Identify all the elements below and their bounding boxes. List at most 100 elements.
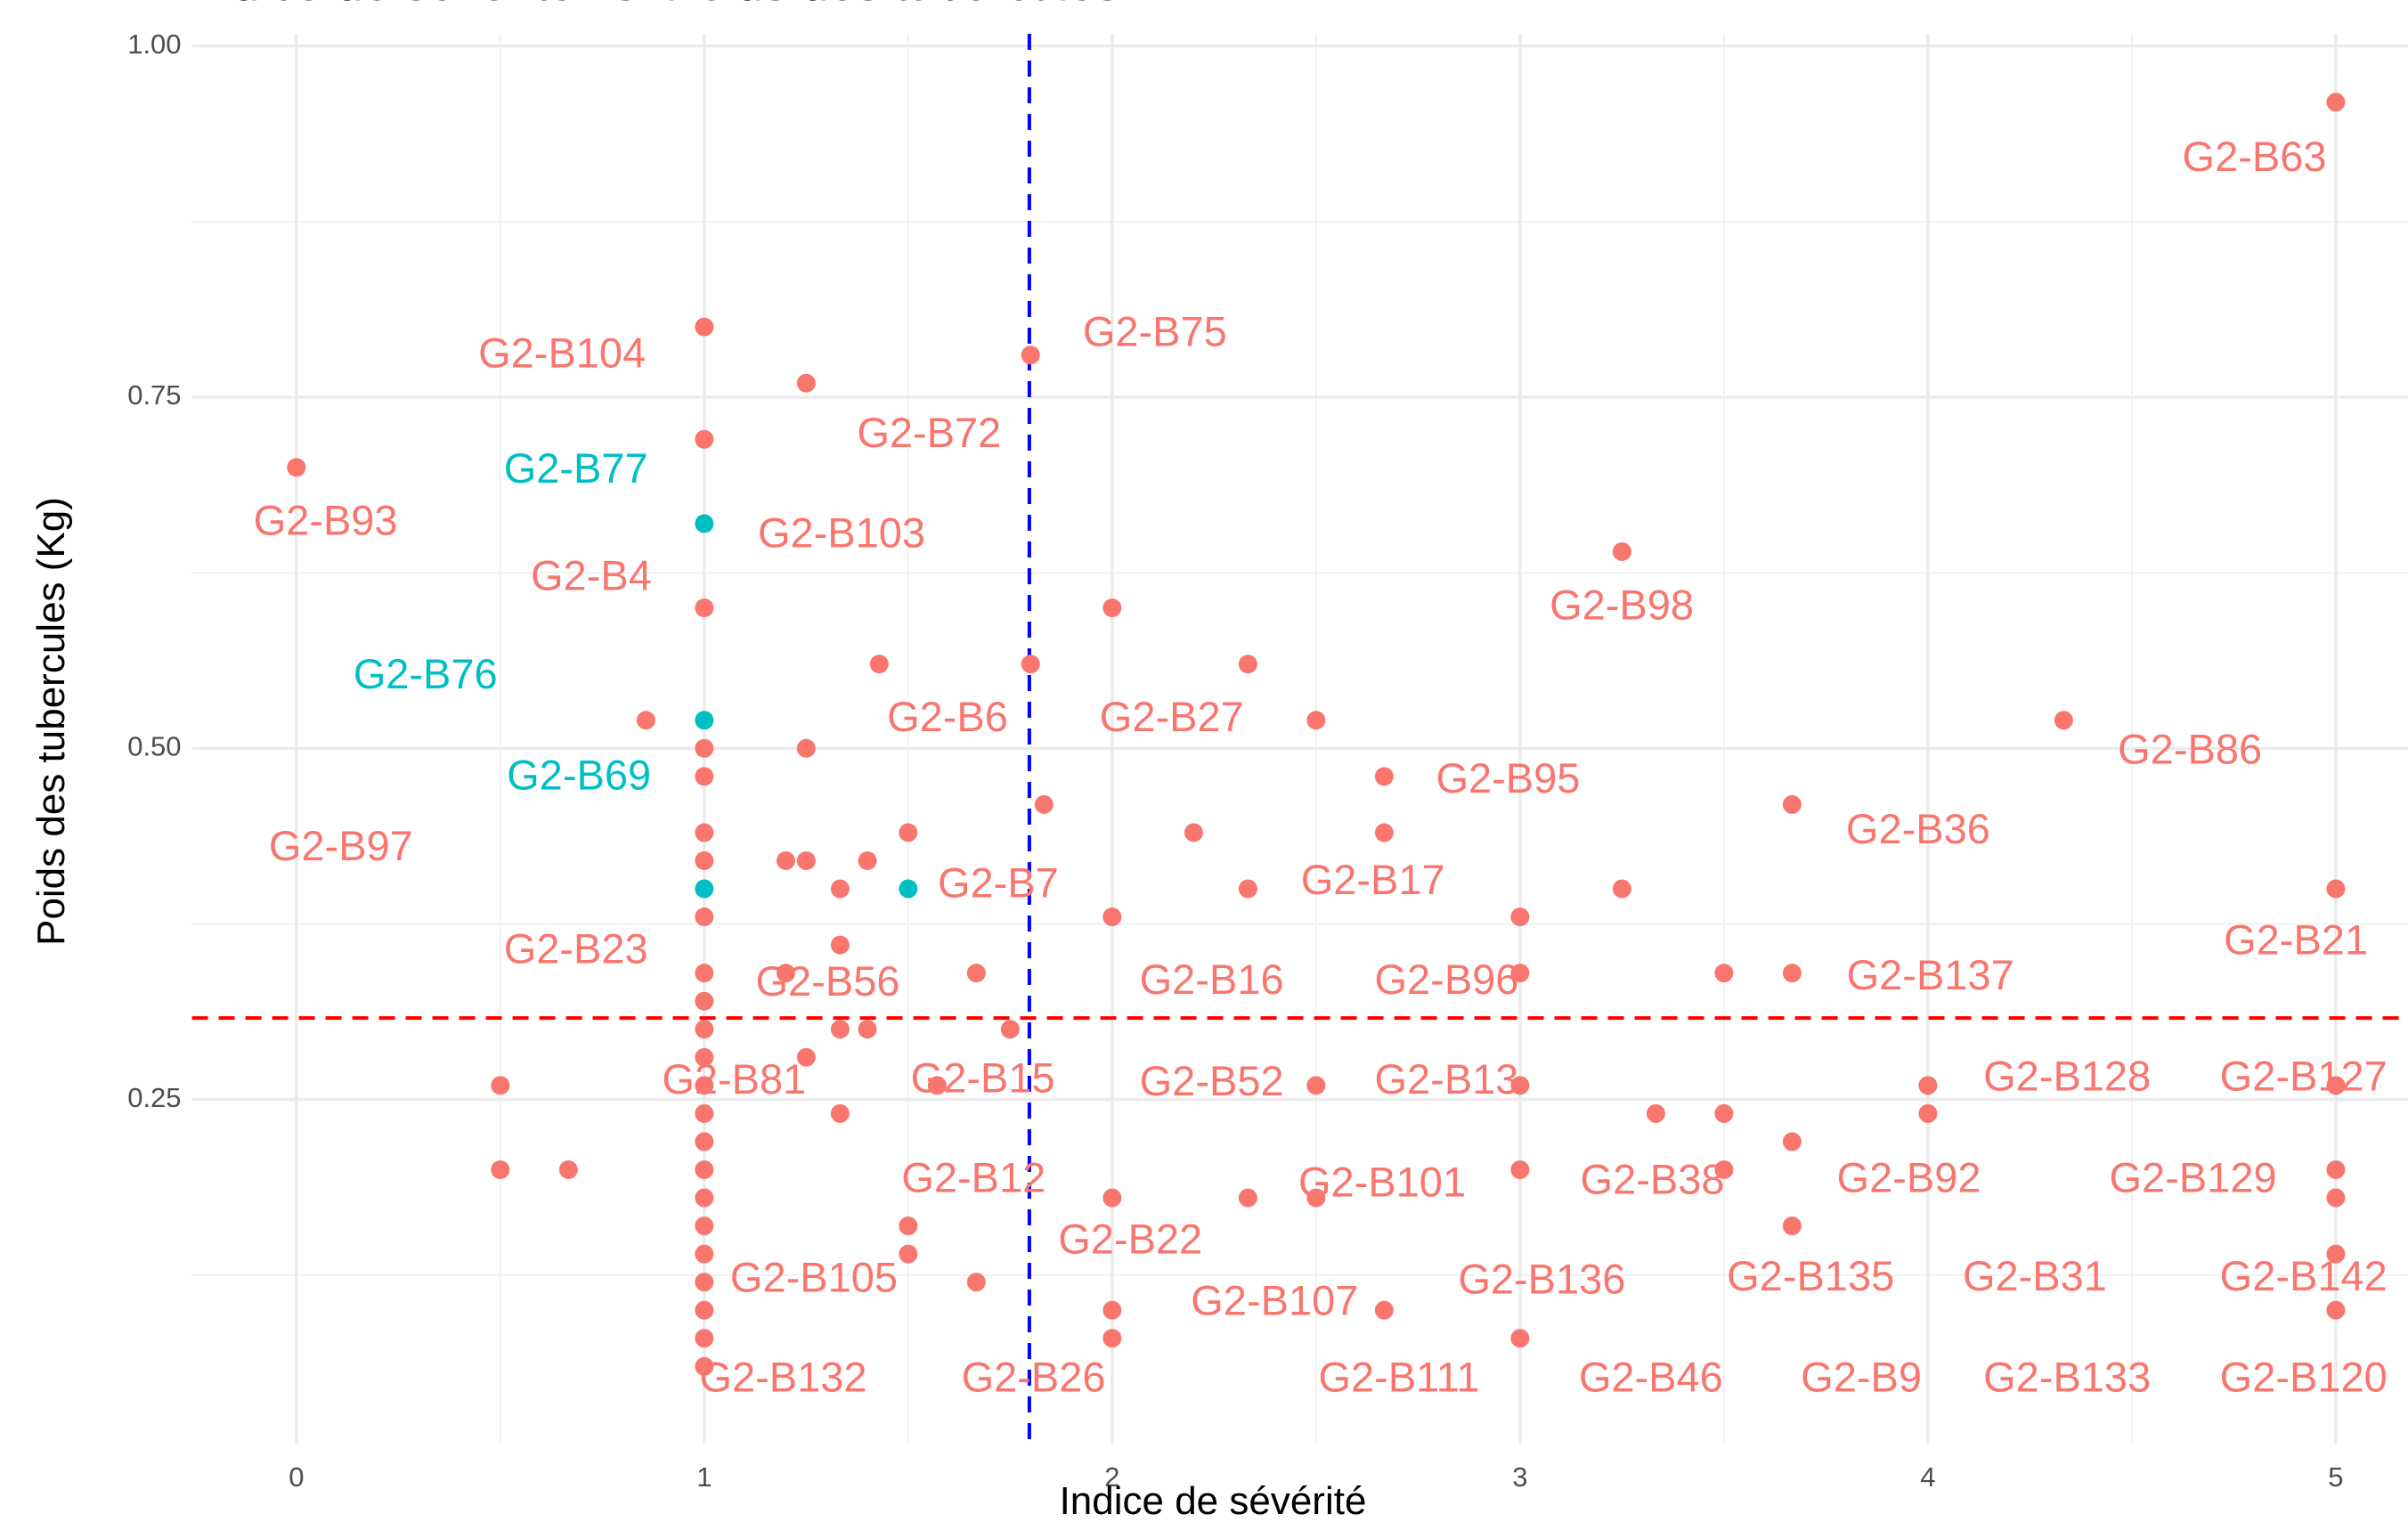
point xyxy=(636,711,655,730)
point xyxy=(1374,823,1394,842)
point xyxy=(830,935,850,955)
point xyxy=(695,850,714,870)
point xyxy=(695,738,714,758)
point xyxy=(796,373,816,393)
points xyxy=(287,93,2346,1376)
point-label: G2-B128 xyxy=(1983,1053,2151,1100)
point-label: G2-B7 xyxy=(938,859,1059,906)
point xyxy=(1510,907,1530,927)
x-tick-label: 5 xyxy=(2328,1461,2343,1493)
point-label: G2-B46 xyxy=(1579,1354,1723,1401)
point xyxy=(695,991,714,1011)
point xyxy=(796,1047,816,1067)
point-label: G2-B38 xyxy=(1581,1155,1725,1202)
point xyxy=(830,1103,850,1123)
point xyxy=(1021,655,1040,674)
x-tick-label: 1 xyxy=(696,1461,712,1493)
point-label: G2-B23 xyxy=(504,925,648,972)
point xyxy=(695,1047,714,1067)
y-tick-label: 0.50 xyxy=(127,730,181,761)
point xyxy=(1714,1160,1734,1179)
point xyxy=(899,1244,918,1264)
point xyxy=(2326,1300,2346,1320)
point xyxy=(1021,346,1040,365)
point xyxy=(1102,1329,1122,1348)
point xyxy=(695,823,714,842)
x-tick-label: 2 xyxy=(1104,1461,1119,1493)
point xyxy=(899,879,918,899)
point xyxy=(1306,1188,1326,1208)
point xyxy=(1374,1300,1394,1320)
point xyxy=(796,738,816,758)
point-label: G2-B4 xyxy=(531,552,652,599)
point-label: G2-B129 xyxy=(2110,1154,2277,1201)
point-label: G2-B17 xyxy=(1301,856,1445,903)
point-label: G2-B98 xyxy=(1550,581,1694,628)
y-tick-label: 1.00 xyxy=(127,28,181,60)
point-label: G2-B52 xyxy=(1140,1057,1284,1104)
point-label: G2-B75 xyxy=(1083,307,1227,354)
y-axis-title: Poids des tubercules (Kg) xyxy=(29,497,73,946)
point xyxy=(695,1356,714,1376)
point xyxy=(695,514,714,533)
point xyxy=(287,458,306,477)
point-label: G2-B9 xyxy=(1801,1354,1922,1401)
point-label: G2-B56 xyxy=(756,957,900,1005)
point-label: G2-B6 xyxy=(887,693,1008,740)
point xyxy=(2326,93,2346,112)
chart-title: Indice de sévérité vs. Poids des tubercu… xyxy=(191,0,1120,11)
point xyxy=(1510,1076,1530,1095)
point xyxy=(695,1020,714,1039)
point xyxy=(1102,598,1122,618)
grid: 0 1 2 3 4 5 0.25 0.50 0.75 1.00 xyxy=(127,28,2408,1493)
point-label: G2-B120 xyxy=(2220,1354,2388,1401)
point xyxy=(1374,767,1394,786)
point xyxy=(2326,1076,2346,1095)
point xyxy=(1306,711,1326,730)
x-tick-label: 3 xyxy=(1512,1461,1527,1493)
point-label: G2-B104 xyxy=(478,330,646,377)
point xyxy=(869,655,889,674)
point xyxy=(1782,794,1802,814)
point xyxy=(1034,794,1054,814)
point-label: G2-B111 xyxy=(1318,1354,1479,1401)
point xyxy=(1918,1103,1938,1123)
point xyxy=(899,1217,918,1236)
point xyxy=(1782,1217,1802,1236)
point-label: G2-B137 xyxy=(1847,951,2014,998)
point xyxy=(1510,1329,1530,1348)
y-tick-label: 0.25 xyxy=(127,1082,181,1113)
point-label: G2-B69 xyxy=(507,752,651,799)
point xyxy=(695,1132,714,1151)
point xyxy=(695,711,714,730)
point xyxy=(1238,655,1257,674)
point xyxy=(695,598,714,618)
point xyxy=(695,1244,714,1264)
point xyxy=(2326,1188,2346,1208)
point xyxy=(1714,1103,1734,1123)
point xyxy=(2326,1244,2346,1264)
x-tick-label: 4 xyxy=(1920,1461,1935,1493)
point xyxy=(1918,1076,1938,1095)
point xyxy=(830,879,850,899)
point-label: G2-B127 xyxy=(2220,1053,2388,1100)
point-label: G2-B133 xyxy=(1983,1354,2151,1401)
point xyxy=(695,1076,714,1095)
point-label: G2-B81 xyxy=(662,1055,806,1103)
point xyxy=(491,1160,510,1179)
point xyxy=(858,850,877,870)
point-label: G2-B26 xyxy=(962,1354,1106,1401)
point-label: G2-B93 xyxy=(254,496,398,543)
point-label: G2-B132 xyxy=(699,1354,866,1401)
point xyxy=(899,823,918,842)
point xyxy=(695,907,714,927)
point xyxy=(695,1103,714,1123)
point-label: G2-B31 xyxy=(1963,1252,2107,1299)
point xyxy=(491,1076,510,1095)
point xyxy=(1510,964,1530,983)
point-labels: G2-B63 G2-B104 G2-B75 G2-B72 G2-B93 G2-B103 G2… xyxy=(254,133,2388,1401)
point-label: G2-B76 xyxy=(354,650,498,697)
